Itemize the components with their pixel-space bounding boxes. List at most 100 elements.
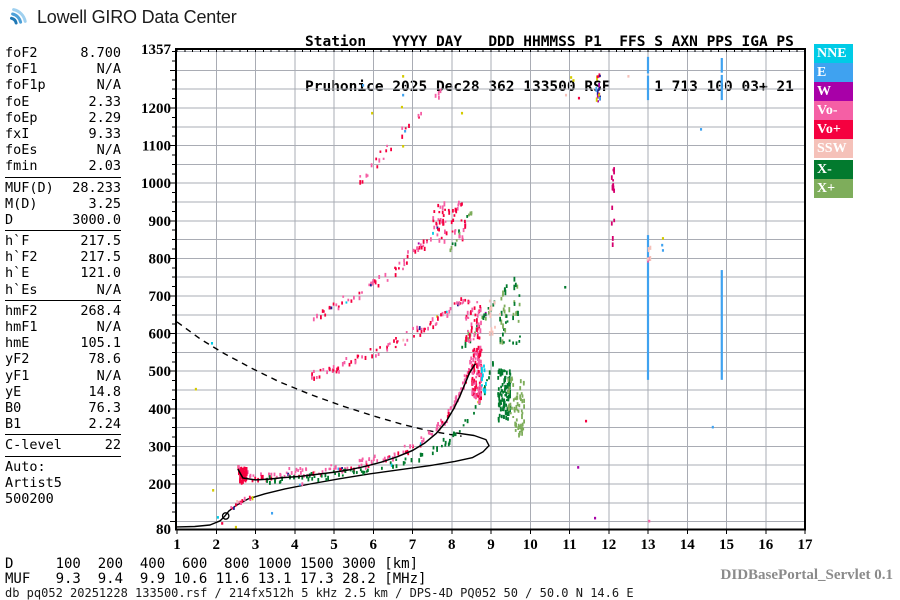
x-axis-tick-label: 1 — [173, 537, 181, 553]
legend-item-ssw: SSW — [814, 139, 853, 158]
readout-value: 217.5 — [80, 249, 121, 266]
station-header-columns: Station YYYY DAY DDD HHMMSS P1 FFS S AXN… — [305, 34, 794, 50]
readout-row-fmin: fmin 2.03 — [5, 158, 121, 174]
x-axis-tick-label: 10 — [523, 537, 538, 553]
x-axis-tick-label: 8 — [448, 537, 456, 553]
y-axis-tick-label: 1200 — [141, 101, 171, 117]
readout-value: N/A — [96, 281, 121, 298]
echo-direction-legend: NNE E W Vo- Vo+ SSW X- X+ — [814, 44, 853, 198]
legend-item-w: W — [814, 82, 853, 101]
autoscaling-info-line: Artist5 — [5, 474, 62, 491]
readout-value: 8.700 — [80, 45, 121, 61]
readout-row-yf1: yF1 N/A — [5, 368, 121, 384]
readout-row-fof2: foF2 8.700 — [5, 45, 121, 61]
readout-row-hf: h`F 217.5 — [5, 233, 121, 249]
readout-row-d: D 3000.0 — [5, 212, 121, 228]
readout-value: 3.25 — [88, 195, 121, 212]
x-axis-tick-label: 6 — [370, 537, 378, 553]
noise-dots — [194, 75, 714, 529]
readout-value: N/A — [96, 319, 121, 335]
y-axis-tick-label: 200 — [149, 477, 172, 493]
readout-row-b1: B1 2.24 — [5, 416, 121, 432]
readout-label: yE — [5, 383, 22, 400]
readout-divider — [5, 230, 121, 232]
measurement-status-line: db pq052 20251228 133500.rsf / 214fx512h… — [5, 586, 634, 600]
readout-value: 2.03 — [88, 158, 121, 175]
x-axis-tick-label: 16 — [758, 537, 774, 553]
readout-label: B1 — [5, 416, 22, 433]
station-header: Station YYYY DAY DDD HHMMSS P1 FFS S AXN… — [305, 5, 794, 110]
readout-row-md: M(D) 3.25 — [5, 196, 121, 212]
x-axis-tick-label: 4 — [291, 537, 299, 553]
y-axis-tick-label: 500 — [149, 364, 172, 380]
readout-row-foes: foEs N/A — [5, 142, 121, 158]
servlet-version-label: DIDBasePortal_Servlet 0.1 — [720, 567, 893, 583]
autoscaled-o-trace — [237, 363, 476, 481]
readout-row-fof1: foF1 N/A — [5, 61, 121, 77]
readout-label: yF1 — [5, 367, 30, 384]
readout-label: M(D) — [5, 195, 38, 212]
y-axis-tick-label: 1000 — [141, 176, 171, 192]
readout-label: h`F2 — [5, 249, 38, 266]
y-axis-tick-label: 900 — [149, 214, 172, 230]
readout-row-hmf1: hmF1 N/A — [5, 319, 121, 335]
readout-value: 2.29 — [88, 109, 121, 126]
readout-value: 28.233 — [72, 179, 121, 196]
readout-value: N/A — [96, 367, 121, 384]
muf-row: MUF 9.3 9.4 9.9 10.6 11.6 13.1 17.3 28.2… — [5, 571, 427, 587]
transmission-curve-loop — [221, 512, 230, 520]
readout-row-hes: h`Es N/A — [5, 282, 121, 298]
grid-lines — [176, 49, 805, 530]
readout-label: hmF1 — [5, 319, 38, 335]
x-axis-tick-label: 12 — [601, 537, 616, 553]
readout-label: yF2 — [5, 351, 30, 368]
x-axis-tick-label: 7 — [409, 537, 417, 553]
y-axis-tick-label: 1100 — [142, 139, 171, 155]
x-axis-tick-label: 5 — [330, 537, 338, 553]
readout-row-fof1p: foF1p N/A — [5, 77, 121, 93]
autoscaling-info-line: 500200 — [5, 490, 54, 507]
scaled-parameters-panel: foF2 8.700 foF1 N/A foF1p N/A foE 2.33 foEp 2.29 f… — [5, 45, 121, 507]
legend-item-x: X- — [814, 160, 853, 179]
y-axis-tick-label: 80 — [156, 522, 171, 538]
autoscaling-info-line: Auto: — [5, 458, 46, 475]
readout-value: 2.33 — [88, 93, 121, 110]
readout-label: foEp — [5, 109, 38, 126]
readout-label: C-level — [5, 437, 62, 454]
readout-value: 105.1 — [80, 335, 121, 352]
readout-value: 121.0 — [80, 265, 121, 282]
readout-value: 14.8 — [88, 383, 121, 400]
readout-label: MUF(D) — [5, 179, 54, 196]
readout-row-b0: B0 76.3 — [5, 400, 121, 416]
readout-divider — [5, 176, 121, 178]
x-axis-tick-label: 9 — [487, 537, 495, 553]
lowell-giro-logo: Lowell GIRO Data Center — [8, 6, 237, 28]
readout-label: foF1p — [5, 77, 46, 94]
readout-row-clevel: C-level 22 — [5, 437, 121, 453]
x-axis-tick-label: 13 — [641, 537, 656, 553]
readout-row-fxi: fxI 9.33 — [5, 126, 121, 142]
logo-text: Lowell GIRO Data Center — [37, 6, 237, 27]
y-axis-tick-label: 700 — [149, 289, 172, 305]
readout-value: N/A — [96, 61, 121, 78]
readout-label: h`F — [5, 233, 30, 250]
legend-item-e: E — [814, 63, 853, 82]
readout-label: foF1 — [5, 61, 38, 78]
readout-label: h`Es — [5, 281, 38, 298]
readout-label: hmF2 — [5, 302, 38, 319]
readout-row-yf2: yF2 78.6 — [5, 351, 121, 367]
readout-value: 3000.0 — [72, 211, 121, 228]
axis-ticks — [170, 49, 806, 534]
y-axis-tick-label: 400 — [149, 402, 172, 418]
transmission-curve-solid — [176, 432, 490, 528]
legend-item-nne: NNE — [814, 44, 853, 63]
readout-row-he: h`E 121.0 — [5, 265, 121, 281]
echo-dots — [230, 73, 652, 510]
readout-label: fmin — [5, 158, 38, 175]
readout-row-hf2: h`F2 217.5 — [5, 249, 121, 265]
y-axis-tick-label: 600 — [149, 327, 172, 343]
readout-row-foep: foEp 2.29 — [5, 110, 121, 126]
rfi-vertical-lines — [646, 56, 723, 380]
y-axis-tick-label: 1357 — [141, 42, 172, 58]
